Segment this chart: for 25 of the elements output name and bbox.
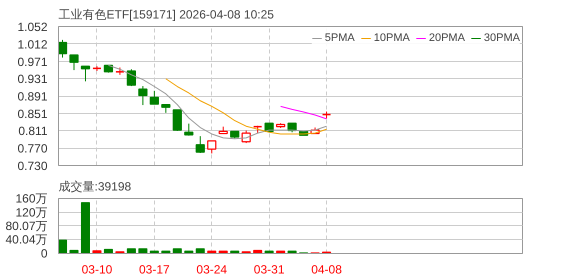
y-tick-label: 1.052	[17, 20, 48, 34]
y-tick-label: 80.07万	[5, 218, 48, 233]
x-tick-label: 03-24	[196, 262, 228, 276]
y-tick-label: 0	[40, 246, 48, 260]
y-tick-label: 0.811	[18, 124, 48, 138]
y-tick-label: 0.730	[17, 159, 48, 173]
y-tick-label: 0.971	[17, 54, 48, 69]
y-tick-label: 0.931	[17, 72, 48, 86]
chart-title: 成交量:39198	[58, 180, 132, 194]
y-tick-label: 0.851	[17, 106, 48, 121]
y-tick-label: 40.04万	[5, 232, 48, 247]
x-tick-label: 03-10	[82, 262, 113, 276]
legend-label: 5PMA	[324, 32, 355, 44]
y-tick-label: 0.891	[17, 90, 48, 104]
legend-label: 30PMA	[484, 32, 520, 44]
legend-label: 20PMA	[428, 32, 465, 44]
y-tick-label: 120万	[15, 205, 48, 220]
chart-title: 工业有色ETF[159171] 2026-04-08 10:25	[58, 8, 274, 22]
x-tick-label: 04-08	[311, 262, 342, 276]
x-tick-label: 03-31	[254, 262, 285, 276]
y-tick-label: 1.012	[17, 37, 48, 52]
y-tick-label: 0.770	[17, 142, 48, 156]
legend-label: 10PMA	[374, 32, 410, 44]
y-tick-label: 160万	[15, 192, 48, 206]
x-tick-label: 03-17	[139, 262, 170, 276]
